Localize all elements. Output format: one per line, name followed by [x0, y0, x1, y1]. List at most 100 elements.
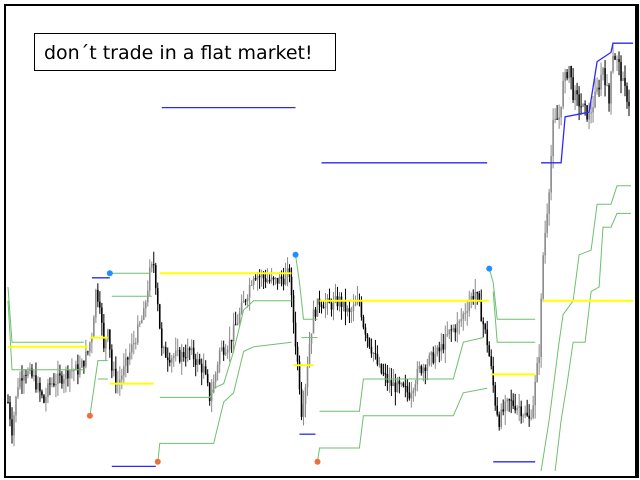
candle-body — [79, 367, 81, 375]
candle-body — [166, 357, 169, 360]
candle-body — [442, 344, 445, 350]
candle-body — [484, 324, 487, 330]
candle-body — [294, 322, 297, 347]
candle-body — [466, 310, 469, 313]
candle-body — [604, 68, 606, 86]
candle-body — [542, 255, 544, 299]
candle-body — [434, 353, 437, 363]
candle-body — [178, 349, 181, 362]
trailing-stop-line — [488, 268, 536, 320]
candle-body — [530, 417, 532, 419]
candle-body — [238, 312, 241, 323]
candle-body — [47, 383, 49, 398]
candle-body — [107, 329, 109, 340]
candle-body — [498, 414, 501, 427]
candle-body — [438, 347, 441, 352]
candle-body — [524, 412, 526, 416]
candle-body — [408, 392, 411, 399]
candle-body — [91, 336, 93, 343]
candle-body — [590, 112, 592, 114]
candle-body — [316, 298, 319, 317]
candle-body — [426, 364, 429, 372]
candle-body — [218, 350, 221, 365]
candle-body — [578, 94, 580, 107]
candle-body — [272, 277, 275, 280]
candle-body — [138, 323, 141, 325]
candle-body — [456, 322, 459, 333]
candle-body — [620, 61, 622, 81]
price-chart — [7, 42, 633, 472]
candle-body — [15, 396, 17, 416]
candle-body — [570, 66, 572, 78]
candle-body — [394, 382, 397, 392]
candle-body — [75, 364, 77, 371]
annotation-box: don´t trade in a flat market! — [34, 33, 336, 71]
candle-body — [198, 359, 201, 364]
candle-body — [81, 360, 83, 368]
candle-body — [115, 368, 117, 385]
candle-body — [101, 307, 103, 323]
signal-down-dot — [154, 458, 161, 465]
candle-body — [462, 313, 465, 320]
candle-body — [150, 264, 153, 268]
candle-body — [132, 342, 135, 345]
candle-body — [424, 367, 427, 372]
candle-body — [430, 352, 433, 356]
candle-body — [470, 296, 473, 303]
candle-body — [548, 192, 550, 214]
candle-body — [360, 301, 363, 318]
candle-body — [544, 232, 546, 256]
candle-body — [486, 329, 489, 346]
candle-body — [208, 382, 211, 401]
candle-body — [574, 90, 576, 101]
candle-body — [492, 366, 495, 386]
candle-body — [528, 415, 530, 419]
candle-body — [160, 328, 163, 349]
candle-body — [174, 350, 177, 357]
candle-body — [200, 363, 203, 373]
candle-body — [550, 156, 552, 193]
candle-body — [370, 346, 373, 354]
candle-body — [522, 415, 524, 417]
candle-body — [490, 356, 493, 367]
candle-body — [562, 80, 564, 107]
candle-body — [618, 59, 620, 62]
candle-body — [69, 370, 71, 379]
candle-body — [520, 406, 522, 417]
candle-body — [33, 375, 35, 377]
candle-body — [129, 352, 131, 360]
candle-body — [626, 85, 628, 102]
candle-body — [312, 309, 315, 334]
candle-body — [398, 380, 401, 385]
candle-body — [125, 357, 127, 366]
trailing-stop-line — [159, 300, 292, 398]
candle-body — [302, 404, 305, 417]
candle-body — [496, 405, 499, 415]
candle-body — [502, 409, 505, 412]
candle-body — [350, 310, 353, 312]
candle-body — [400, 383, 403, 385]
candle-body — [330, 303, 333, 310]
candle-body — [594, 91, 596, 108]
candle-body — [244, 300, 247, 302]
candle-body — [314, 309, 317, 317]
candle-body — [322, 306, 325, 309]
candle-body — [488, 345, 491, 357]
candle-body — [31, 368, 33, 377]
candle-body — [284, 273, 287, 285]
candle-body — [538, 356, 540, 364]
candle-body — [582, 103, 584, 107]
candle-body — [17, 387, 19, 397]
candle-body — [534, 381, 536, 406]
candle-body — [390, 380, 393, 386]
candle-body — [406, 386, 409, 393]
candle-body — [510, 399, 512, 401]
candle-body — [404, 385, 407, 387]
candle-body — [292, 295, 295, 323]
candle-body — [440, 344, 443, 352]
candle-body — [584, 103, 586, 106]
signal-up-dot — [292, 251, 299, 258]
candle-body — [41, 391, 43, 396]
candle-body — [416, 368, 419, 385]
candle-body — [220, 347, 223, 351]
